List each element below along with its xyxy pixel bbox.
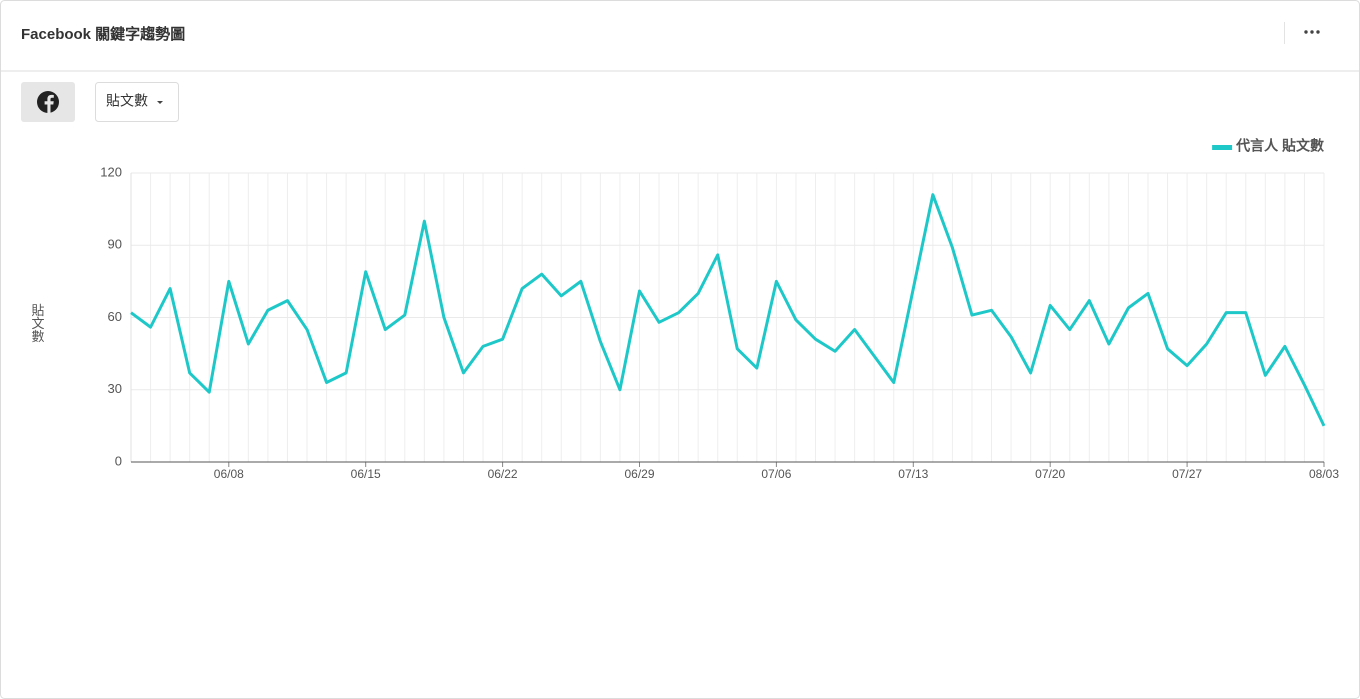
x-tick-label: 07/06 — [761, 467, 791, 481]
x-tick-label: 06/22 — [488, 467, 518, 481]
x-tick-label: 06/15 — [351, 467, 381, 481]
card-title: Facebook 關鍵字趨勢圖 — [21, 25, 185, 43]
y-tick-label: 60 — [108, 309, 122, 324]
more-menu[interactable] — [1304, 30, 1320, 34]
x-tick-label: 08/03 — [1309, 467, 1339, 481]
x-tick-label: 06/29 — [624, 467, 654, 481]
x-tick-label: 07/13 — [898, 467, 928, 481]
y-tick-label: 0 — [115, 453, 122, 468]
metric-dropdown[interactable]: 貼文數 — [95, 82, 179, 122]
y-axis-label: 貼文數 — [30, 304, 45, 344]
legend-label: 代言人 貼文數 — [1235, 138, 1324, 154]
y-tick-label: 30 — [108, 381, 122, 396]
legend-swatch — [1212, 145, 1233, 150]
chart: 06/08 06/15 06/22 06/29 07/06 07/13 07/20 07/27… — [30, 138, 1340, 481]
legend-item: 代言人 貼文數 — [1212, 138, 1324, 154]
x-tick-label: 07/27 — [1172, 467, 1202, 481]
y-tick-label: 90 — [108, 237, 122, 252]
data-line — [130, 193, 1326, 427]
dropdown-label: 貼文數 — [106, 93, 148, 109]
y-tick-label: 120 — [100, 164, 122, 179]
x-tick-label: 07/20 — [1035, 467, 1065, 481]
x-tick-label: 06/08 — [214, 467, 244, 481]
facebook-button[interactable] — [21, 82, 75, 122]
